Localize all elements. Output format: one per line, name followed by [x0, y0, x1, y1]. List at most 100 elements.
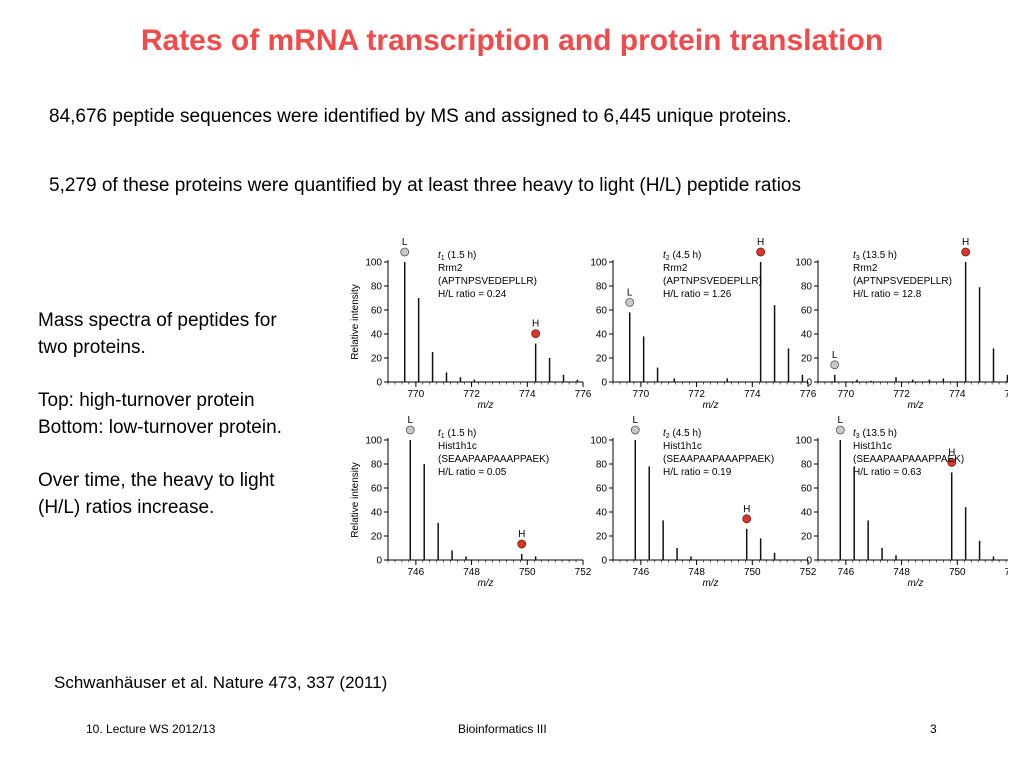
side-text-gap	[38, 441, 338, 467]
x-axis-label: m/z	[477, 400, 493, 411]
x-tick-label: 772	[688, 389, 705, 400]
heavy-peak-marker	[947, 458, 957, 467]
x-tick-label: 752	[575, 567, 592, 578]
heavy-peak-marker	[517, 539, 527, 549]
x-tick-label: 774	[519, 389, 536, 400]
y-tick-label: 20	[801, 354, 813, 365]
y-axis-label: Relative intensity	[350, 284, 361, 360]
hl-ratio: H/L ratio = 1.26	[663, 289, 732, 300]
y-tick-label: 20	[371, 354, 383, 365]
y-tick-label: 0	[601, 556, 607, 567]
heavy-peak-label: H	[518, 529, 525, 540]
side-text-gap	[38, 361, 338, 387]
timepoint-label: t3 (13.5 h)	[853, 428, 897, 440]
y-tick-label: 40	[801, 508, 813, 519]
light-peak-marker	[405, 425, 415, 435]
side-text-line: Mass spectra of peptides for	[38, 310, 277, 331]
x-tick-label: 776	[1005, 389, 1008, 400]
y-tick-label: 80	[371, 460, 383, 471]
peptide-sequence: (APTNPSVEDEPLLR)	[853, 276, 952, 287]
y-tick-label: 0	[376, 378, 382, 389]
peptide-sequence: (APTNPSVEDEPLLR)	[438, 276, 537, 287]
heavy-peak-label: H	[532, 319, 539, 330]
side-text-line: Over time, the heavy to light	[38, 470, 275, 491]
timepoint-time: (1.5 h)	[445, 250, 477, 261]
y-tick-label: 80	[801, 460, 813, 471]
timepoint-subscript: 3	[856, 255, 860, 262]
heavy-peak-label: H	[743, 504, 750, 515]
timepoint-symbol: t	[438, 250, 442, 261]
light-peak-label: L	[832, 350, 838, 361]
light-peak-marker	[830, 360, 840, 370]
timepoint-symbol: t	[663, 428, 667, 439]
side-description: Mass spectra of peptides for two protein…	[38, 307, 338, 521]
heavy-peak-label: H	[948, 447, 955, 458]
x-axis-label: m/z	[907, 400, 923, 411]
y-tick-label: 40	[801, 330, 813, 341]
timepoint-subscript: 1	[441, 255, 445, 262]
y-tick-label: 60	[801, 484, 813, 495]
x-tick-label: 772	[893, 389, 910, 400]
spectrum-panel: 0 20 40 60 80 100 770 772 774 776 m/z L Ht3 (13.5 h)…	[795, 237, 1008, 411]
x-tick-label: 774	[949, 389, 966, 400]
y-tick-label: 80	[371, 282, 383, 293]
hl-ratio: H/L ratio = 0.19	[663, 467, 732, 478]
timepoint-symbol: t	[438, 428, 442, 439]
side-text-line: Top: high-turnover protein	[38, 390, 255, 411]
spectrum-panel: 0 20 40 60 80 100 746 748 750 752 m/z Relative inte…	[350, 415, 592, 589]
x-tick-label: 770	[633, 389, 650, 400]
spectrum-panel: 0 20 40 60 80 100 746 748 750 752 m/z L Ht3 (13.5 h)…	[795, 415, 1008, 589]
x-axis-label: m/z	[477, 578, 493, 589]
x-tick-label: 750	[519, 567, 536, 578]
side-text-line: (H/L) ratios increase.	[38, 497, 215, 518]
y-tick-label: 100	[795, 436, 812, 447]
hl-ratio: H/L ratio = 0.63	[853, 467, 922, 478]
x-tick-label: 752	[1005, 567, 1008, 578]
light-peak-label: L	[402, 237, 408, 248]
side-text-line: Bottom: low-turnover protein.	[38, 417, 282, 438]
y-tick-label: 80	[801, 282, 813, 293]
x-tick-label: 752	[800, 567, 817, 578]
light-peak-marker	[400, 247, 410, 257]
heavy-peak-marker	[742, 514, 752, 524]
protein-name: Hist1h1c	[853, 441, 892, 452]
timepoint-subscript: 1	[441, 433, 445, 440]
x-tick-label: 772	[463, 389, 480, 400]
light-peak-marker	[835, 425, 845, 435]
y-tick-label: 0	[806, 556, 812, 567]
y-tick-label: 0	[601, 378, 607, 389]
side-text-line: two proteins.	[38, 337, 146, 358]
timepoint-label: t3 (13.5 h)	[853, 250, 897, 262]
citation: Schwanhäuser et al. Nature 473, 337 (201…	[54, 673, 388, 692]
x-tick-label: 748	[893, 567, 910, 578]
heavy-peak-label: H	[757, 237, 764, 248]
y-tick-label: 20	[596, 354, 608, 365]
x-tick-label: 746	[633, 567, 650, 578]
peptide-sequence: (SEAAPAAPAAAPPAEK)	[663, 454, 774, 465]
peptide-sequence: (SEAAPAAPAAAPPAEK)	[853, 454, 964, 465]
light-peak-marker	[625, 298, 635, 307]
x-axis-label: m/z	[702, 400, 718, 411]
protein-name: Hist1h1c	[438, 441, 477, 452]
summary-line-proteins: 5,279 of these proteins were quantified …	[49, 175, 802, 196]
x-tick-label: 776	[575, 389, 592, 400]
x-tick-label: 746	[408, 567, 425, 578]
x-axis-label: m/z	[702, 578, 718, 589]
y-tick-label: 60	[596, 306, 608, 317]
heavy-peak-marker	[961, 247, 971, 257]
timepoint-label: t1 (1.5 h)	[438, 428, 476, 440]
timepoint-symbol: t	[853, 428, 857, 439]
light-peak-label: L	[838, 415, 844, 426]
light-peak-label: L	[408, 415, 414, 426]
y-axis-label: Relative intensity	[350, 462, 361, 538]
x-tick-label: 770	[408, 389, 425, 400]
y-tick-label: 0	[806, 378, 812, 389]
y-tick-label: 60	[801, 306, 813, 317]
protein-name: Rrm2	[663, 263, 688, 274]
y-tick-label: 0	[376, 556, 382, 567]
peptide-sequence: (SEAAPAAPAAAPPAEK)	[438, 454, 549, 465]
y-tick-label: 40	[371, 508, 383, 519]
x-tick-label: 748	[463, 567, 480, 578]
